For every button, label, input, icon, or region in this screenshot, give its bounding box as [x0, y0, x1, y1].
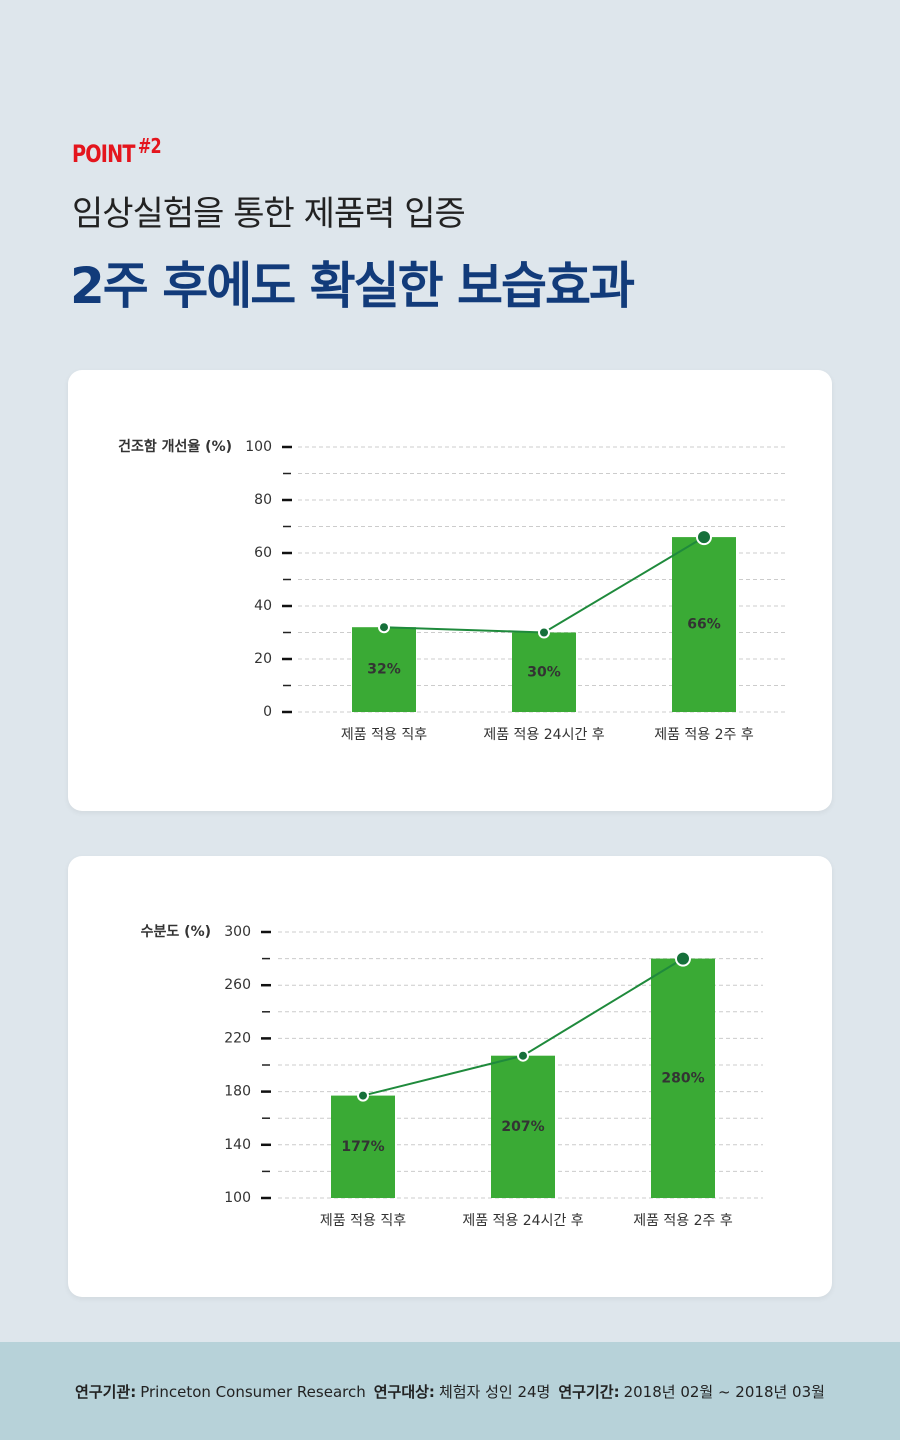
point-text: POINT [72, 140, 136, 168]
y-tick-label: 20 [254, 651, 272, 667]
y-tick-label: 260 [224, 977, 251, 993]
x-tick-label: 제품 적용 24시간 후 [462, 1213, 583, 1229]
y-tick-label: 0 [263, 704, 272, 720]
value-label: 66% [687, 617, 721, 633]
y-axis-label: 건조함 개선율 (%) [118, 438, 232, 455]
bar [512, 632, 576, 712]
y-axis-label: 수분도 (%) [141, 924, 211, 940]
point-number: #2 [137, 134, 162, 158]
y-tick-label: 40 [254, 598, 272, 614]
bar [331, 1095, 395, 1198]
y-tick-label: 140 [224, 1137, 251, 1153]
x-tick-label: 제품 적용 직후 [341, 727, 427, 743]
x-tick-label: 제품 적용 2주 후 [654, 727, 754, 743]
y-tick-label: 300 [224, 924, 251, 940]
bar [651, 958, 715, 1198]
point-badge: POINT #2 [72, 134, 162, 168]
value-label: 32% [367, 662, 401, 678]
value-label: 177% [341, 1139, 384, 1155]
marker [357, 1089, 369, 1102]
subtitle: 임상실험을 통한 제품력 입증 [72, 194, 466, 234]
marker [538, 626, 550, 639]
footer-value: 체험자 성인 24명 [438, 1382, 551, 1401]
y-tick-label: 180 [224, 1084, 251, 1100]
footer-label: 연구기간: [558, 1382, 620, 1401]
y-tick-label: 100 [245, 439, 272, 455]
x-tick-label: 제품 적용 24시간 후 [483, 727, 604, 743]
footer-item: 연구대상: 체험자 성인 24명 [374, 1381, 551, 1402]
footer-value: 2018년 02월 ~ 2018년 03월 [623, 1382, 825, 1401]
x-tick-label: 제품 적용 2주 후 [633, 1213, 733, 1229]
y-tick-label: 80 [254, 492, 272, 508]
footer-value: Princeton Consumer Research [140, 1382, 366, 1401]
y-tick-label: 100 [224, 1190, 251, 1206]
y-tick-label: 220 [224, 1030, 251, 1046]
title: 2주 후에도 확실한 보습효과 [70, 257, 635, 315]
footer: 연구기관: Princeton Consumer Research 연구대상: 체험자… [0, 1342, 900, 1440]
footer-item: 연구기간: 2018년 02월 ~ 2018년 03월 [558, 1381, 825, 1402]
bar [491, 1055, 555, 1198]
y-tick-label: 60 [254, 545, 272, 561]
bar [352, 627, 416, 712]
value-label: 30% [527, 664, 561, 680]
footer-item: 연구기관: Princeton Consumer Research [75, 1381, 366, 1402]
footer-label: 연구대상: [373, 1382, 435, 1401]
x-tick-label: 제품 적용 직후 [320, 1213, 406, 1229]
bar [672, 537, 736, 712]
marker [675, 950, 691, 967]
trend-line [383, 536, 705, 634]
value-label: 280% [661, 1070, 704, 1086]
footer-label: 연구기관: [75, 1382, 137, 1401]
marker [517, 1049, 529, 1062]
value-label: 207% [501, 1119, 544, 1135]
marker [378, 621, 390, 634]
marker [696, 529, 712, 546]
